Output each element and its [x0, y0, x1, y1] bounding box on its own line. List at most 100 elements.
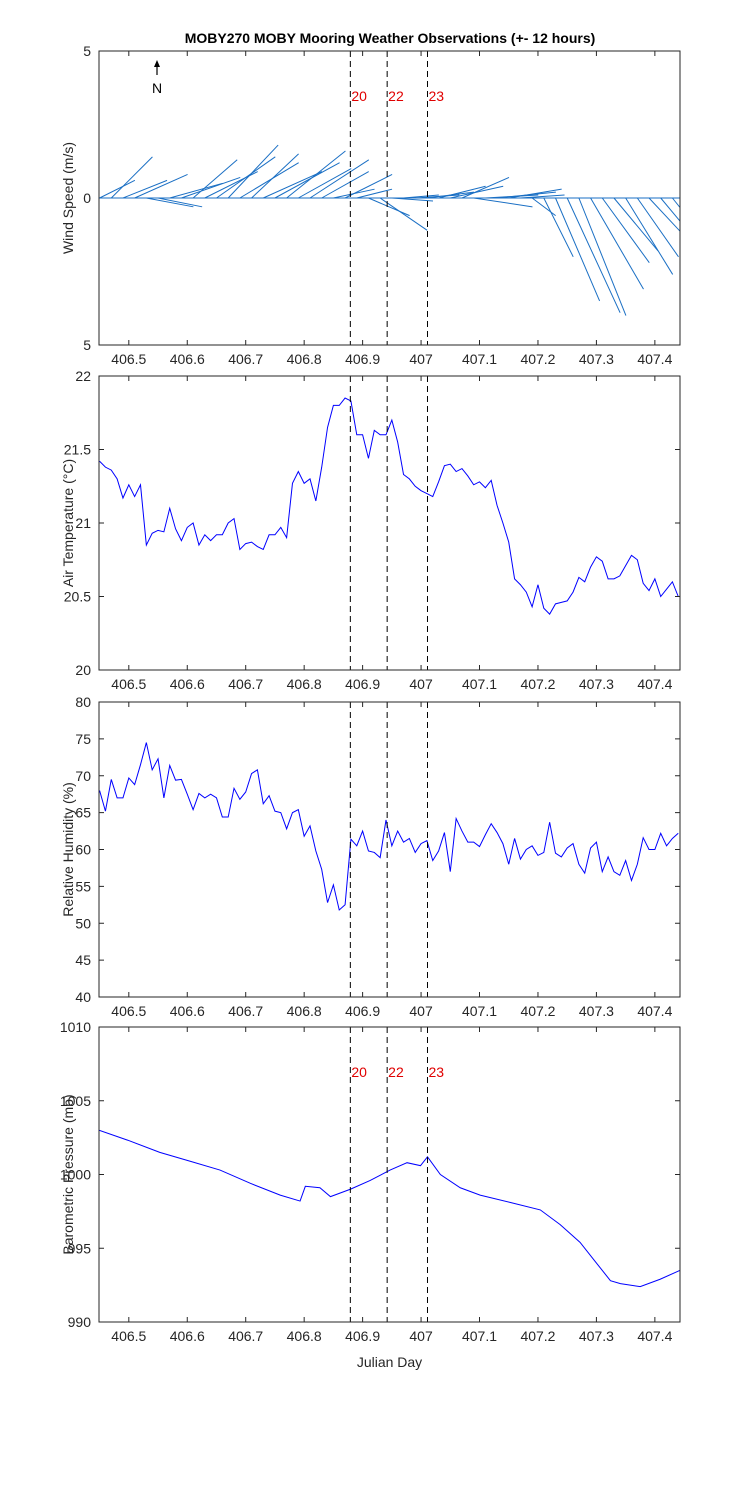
x-tick-label: 407.3 [579, 351, 614, 367]
x-tick-label: 406.6 [170, 351, 205, 367]
wind-stick [344, 174, 393, 199]
x-tick-label: 407 [409, 1003, 433, 1019]
x-tick-label: 407.4 [637, 1003, 672, 1019]
wind-stick [169, 182, 223, 199]
wind-stick [157, 197, 203, 208]
plot-content [99, 144, 680, 316]
wind-stick [251, 153, 299, 199]
wind-stick [555, 197, 601, 302]
wind-stick [590, 197, 644, 290]
y-tick-label: 1010 [60, 1019, 91, 1035]
y-tick-label: 20 [75, 662, 91, 678]
y-tick-label: 21.5 [64, 442, 91, 458]
x-tick-label: 407 [409, 676, 433, 692]
plot-content [99, 1129, 680, 1288]
x-tick-label: 407.2 [520, 676, 555, 692]
x-tick-label: 406.8 [287, 1328, 322, 1344]
x-tick-label: 406.5 [111, 351, 146, 367]
x-tick-label: 407.3 [579, 676, 614, 692]
wind-stick [566, 197, 621, 313]
y-axis-label: Wind Speed (m/s) [60, 142, 76, 254]
wind-stick [601, 197, 650, 263]
y-tick-label: 1005 [60, 1093, 91, 1109]
event-label: 22 [388, 1064, 404, 1080]
y-tick-label: 50 [75, 915, 91, 931]
x-tick-label: 406.6 [170, 676, 205, 692]
wind-stick [274, 162, 340, 199]
x-tick-label: 406.8 [287, 1003, 322, 1019]
wind-stick [192, 159, 238, 199]
plot-content [99, 397, 679, 615]
plot-content [99, 742, 679, 911]
wind-stick [263, 171, 323, 199]
data-line [99, 742, 679, 911]
wind-stick [99, 179, 136, 199]
x-tick-label: 406.9 [345, 351, 380, 367]
x-tick-label: 406.5 [111, 676, 146, 692]
x-tick-label: 407.2 [520, 351, 555, 367]
event-label: 20 [351, 1064, 367, 1080]
x-tick-label: 406.9 [345, 676, 380, 692]
north-arrow-head [154, 60, 160, 67]
plot-frame [98, 50, 681, 346]
y-tick-label: 5 [83, 43, 91, 59]
plot-frame [98, 701, 681, 998]
y-tick-label: 995 [68, 1240, 92, 1256]
figure-title: MOBY270 MOBY Mooring Weather Observation… [185, 30, 596, 46]
x-tick-label: 407.1 [462, 676, 497, 692]
y-tick-label: 70 [75, 768, 91, 784]
x-tick-label: 407.1 [462, 1003, 497, 1019]
x-tick-label: 407.4 [637, 676, 672, 692]
plot-area [99, 1027, 680, 1322]
y-tick-label: 20.5 [64, 589, 91, 605]
y-tick-label: 990 [68, 1314, 92, 1330]
wind-stick [648, 197, 680, 232]
wind-stick [216, 156, 276, 199]
event-label: 22 [388, 88, 404, 104]
x-tick-label: 407.2 [520, 1328, 555, 1344]
event-label: 23 [428, 1064, 444, 1080]
wind-stick [286, 150, 346, 199]
wind-stick [298, 168, 352, 199]
x-tick-label: 406.7 [228, 676, 263, 692]
y-tick-label: 1000 [60, 1167, 91, 1183]
wind-stick [122, 179, 168, 199]
y-axis-label: Air Temperature (°C) [60, 459, 76, 587]
y-tick-label: 55 [75, 878, 91, 894]
y-tick-label: 5 [83, 337, 91, 353]
wind-stick [578, 197, 627, 316]
x-tick-label: 406.5 [111, 1003, 146, 1019]
wind-stick [227, 144, 279, 199]
plot-frame [98, 1026, 681, 1323]
x-tick-label: 407.1 [462, 1328, 497, 1344]
wind-stick [110, 156, 153, 199]
north-label: N [152, 80, 162, 96]
wind-stick [461, 176, 510, 199]
x-tick-label: 406.7 [228, 351, 263, 367]
wind-stick [508, 188, 562, 199]
wind-stick [356, 188, 393, 199]
x-axis-label: Julian Day [357, 1354, 422, 1370]
x-tick-label: 407 [409, 351, 433, 367]
event-label: 20 [351, 88, 367, 104]
plot-frame [98, 375, 681, 671]
event-label: 23 [428, 88, 444, 104]
wind-stick [450, 185, 504, 199]
x-tick-label: 406.6 [170, 1328, 205, 1344]
x-tick-label: 407.4 [637, 1328, 672, 1344]
y-tick-label: 45 [75, 952, 91, 968]
y-axis-label: Relative Humidity (%) [60, 782, 76, 917]
data-line [99, 397, 679, 615]
wind-stick [379, 197, 428, 231]
data-line [99, 1129, 680, 1288]
x-tick-label: 406.7 [228, 1328, 263, 1344]
x-tick-label: 406.7 [228, 1003, 263, 1019]
wind-stick [146, 197, 194, 208]
wind-stick [543, 197, 574, 258]
wind-stick [613, 197, 659, 252]
y-tick-label: 0 [83, 190, 91, 206]
x-tick-label: 406.5 [111, 1328, 146, 1344]
plot-area [99, 702, 680, 997]
wind-stick [438, 185, 486, 199]
